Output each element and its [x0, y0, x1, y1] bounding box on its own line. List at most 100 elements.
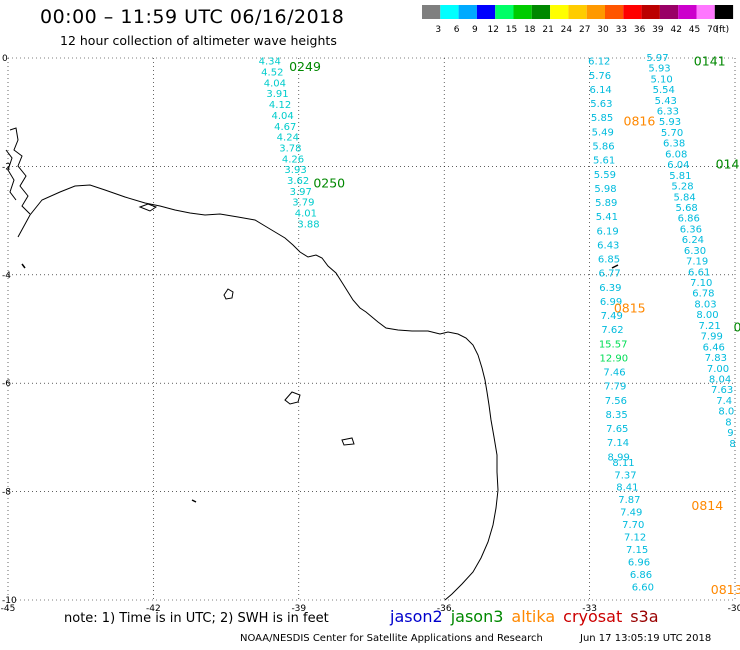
legend-label: 70 [707, 25, 719, 35]
wave-height-value: 6.30 [684, 246, 706, 257]
pass-time-label: 0814 [691, 498, 723, 513]
brazil-coastline [17, 184, 499, 601]
lon-tick-label: -30 [728, 604, 740, 614]
wave-height-value: 6.85 [598, 255, 620, 266]
wave-height-value: 5.85 [591, 113, 613, 124]
wave-height-value: 5.97 [646, 53, 668, 64]
wave-height-value: 7.14 [607, 438, 629, 449]
wave-height-value: 7.10 [690, 278, 712, 289]
lat-tick-label: -6 [2, 379, 11, 389]
wave-height-value: 8 [729, 439, 735, 450]
wave-height-value: 5.63 [590, 99, 612, 110]
map-grid: -45 -42 -39 -36 -33 -30 0 -2 -4 -6 -8 -10 [1, 54, 740, 614]
wave-height-value: 8.41 [616, 483, 638, 494]
wave-height-value: 7.99 [701, 332, 723, 343]
satellite-legend: jason2 jason3 altika cryosat s3a [390, 607, 667, 626]
legend-unit: (ft) [716, 25, 730, 35]
legend-swatch [422, 5, 441, 19]
wave-height-value: 7.12 [624, 533, 646, 544]
wave-height-value: 4.24 [277, 133, 299, 144]
wave-height-value: 6.96 [628, 558, 650, 569]
wave-height-value: 5.43 [655, 96, 677, 107]
chart-subtitle: 12 hour collection of altimeter wave hei… [60, 33, 337, 48]
wave-height-value: 3.91 [266, 89, 288, 100]
satellite-s3a: s3a [630, 607, 659, 626]
legend-label: 36 [634, 25, 646, 35]
lat-tick-label: 0 [2, 54, 8, 64]
wave-height-value: 8.00 [696, 310, 718, 321]
lon-tick-label: -39 [291, 604, 306, 614]
lon-tick-label: -42 [146, 604, 161, 614]
legend-label: 24 [561, 25, 573, 35]
legend-label: 42 [670, 25, 681, 35]
wave-height-value: 5.10 [650, 74, 672, 85]
legend-swatch [605, 5, 624, 19]
legend-swatch [641, 5, 660, 19]
legend-label: 3 [435, 25, 441, 35]
chart-title: 00:00 – 11:59 UTC 06/16/2018 [40, 6, 345, 28]
wave-height-value: 8.35 [605, 410, 627, 421]
wave-height-value: 8.11 [612, 458, 634, 469]
satellite-jason2: jason2 [390, 607, 443, 626]
wave-height-value: 6.36 [680, 224, 702, 235]
pass-time-label: 0813 [711, 582, 740, 597]
legend-label: 12 [487, 25, 498, 35]
pass-time-labels: 0249 0250 0816 0141 0142 0815 0814 0813 0 [289, 54, 740, 597]
legend-swatch [659, 5, 679, 19]
wave-height-value: 6.33 [657, 107, 679, 118]
pass-time-label: 0249 [289, 59, 321, 74]
pass-time-label: 0250 [313, 176, 345, 191]
wave-height-value: 6.61 [688, 267, 710, 278]
wave-height-value: 7.56 [605, 396, 627, 407]
wave-height-value: 4.01 [295, 208, 317, 219]
wave-height-value: 3.62 [287, 176, 309, 187]
wave-height-value: 6.60 [632, 582, 654, 593]
wave-height-value: 4.04 [264, 78, 286, 89]
wave-height-value: 8.0 [718, 407, 734, 418]
wave-height-value: 3.97 [290, 187, 312, 198]
wave-height-value: 4.04 [272, 111, 294, 122]
wave-height-value: 6.43 [597, 240, 619, 251]
wave-height-value: 7.4 [716, 396, 732, 407]
wave-height-value: 6.86 [678, 214, 700, 225]
wave-height-value: 12.90 [600, 353, 629, 364]
legend-label: 27 [579, 25, 590, 35]
satellite-cryosat: cryosat [563, 607, 623, 626]
wave-height-value: 5.54 [653, 85, 675, 96]
legend-label: 33 [616, 25, 627, 35]
legend-swatch [458, 5, 477, 19]
wave-height-value: 6.19 [596, 226, 618, 237]
wave-height-value: 5.59 [594, 170, 616, 181]
legend-label: 30 [597, 25, 609, 35]
wave-height-value: 6.78 [692, 289, 714, 300]
wave-height-value: 5.81 [669, 171, 691, 182]
legend-swatch [696, 5, 715, 19]
lat-tick-label: -10 [2, 596, 17, 606]
legend-swatch [714, 5, 734, 19]
legend-label: 6 [454, 25, 460, 35]
wave-height-value: 6.46 [703, 342, 725, 353]
wave-height-value: 4.34 [259, 57, 281, 68]
wave-height-value: 5.93 [659, 117, 681, 128]
wave-height-value: 6.39 [599, 283, 621, 294]
wave-height-value: 8 [725, 417, 731, 428]
island-4 [138, 203, 158, 212]
pass-time-label: 0141 [694, 54, 726, 69]
wave-height-value: 3.79 [292, 198, 314, 209]
legend-swatch [513, 5, 532, 19]
wave-height-value: 7.79 [604, 382, 626, 393]
wave-height-value: 5.28 [671, 182, 693, 193]
satellite-jason3: jason3 [450, 607, 504, 626]
wave-height-value: 6.38 [663, 139, 685, 150]
lat-tick-label: -2 [2, 162, 11, 172]
wave-height-value: 8.99 [608, 452, 630, 463]
wave-height-value: 5.98 [594, 184, 616, 195]
legend-swatch [568, 5, 587, 19]
wave-height-value: 7.00 [707, 364, 729, 375]
island-3 [341, 437, 355, 446]
legend-label: 39 [652, 25, 664, 35]
altimeter-tracks: 4.344.524.043.914.124.044.674.243.784.26… [259, 53, 736, 594]
wave-height-value: 7.37 [614, 470, 636, 481]
wave-height-value: 5.70 [661, 128, 683, 139]
legend-label: 9 [472, 25, 478, 35]
